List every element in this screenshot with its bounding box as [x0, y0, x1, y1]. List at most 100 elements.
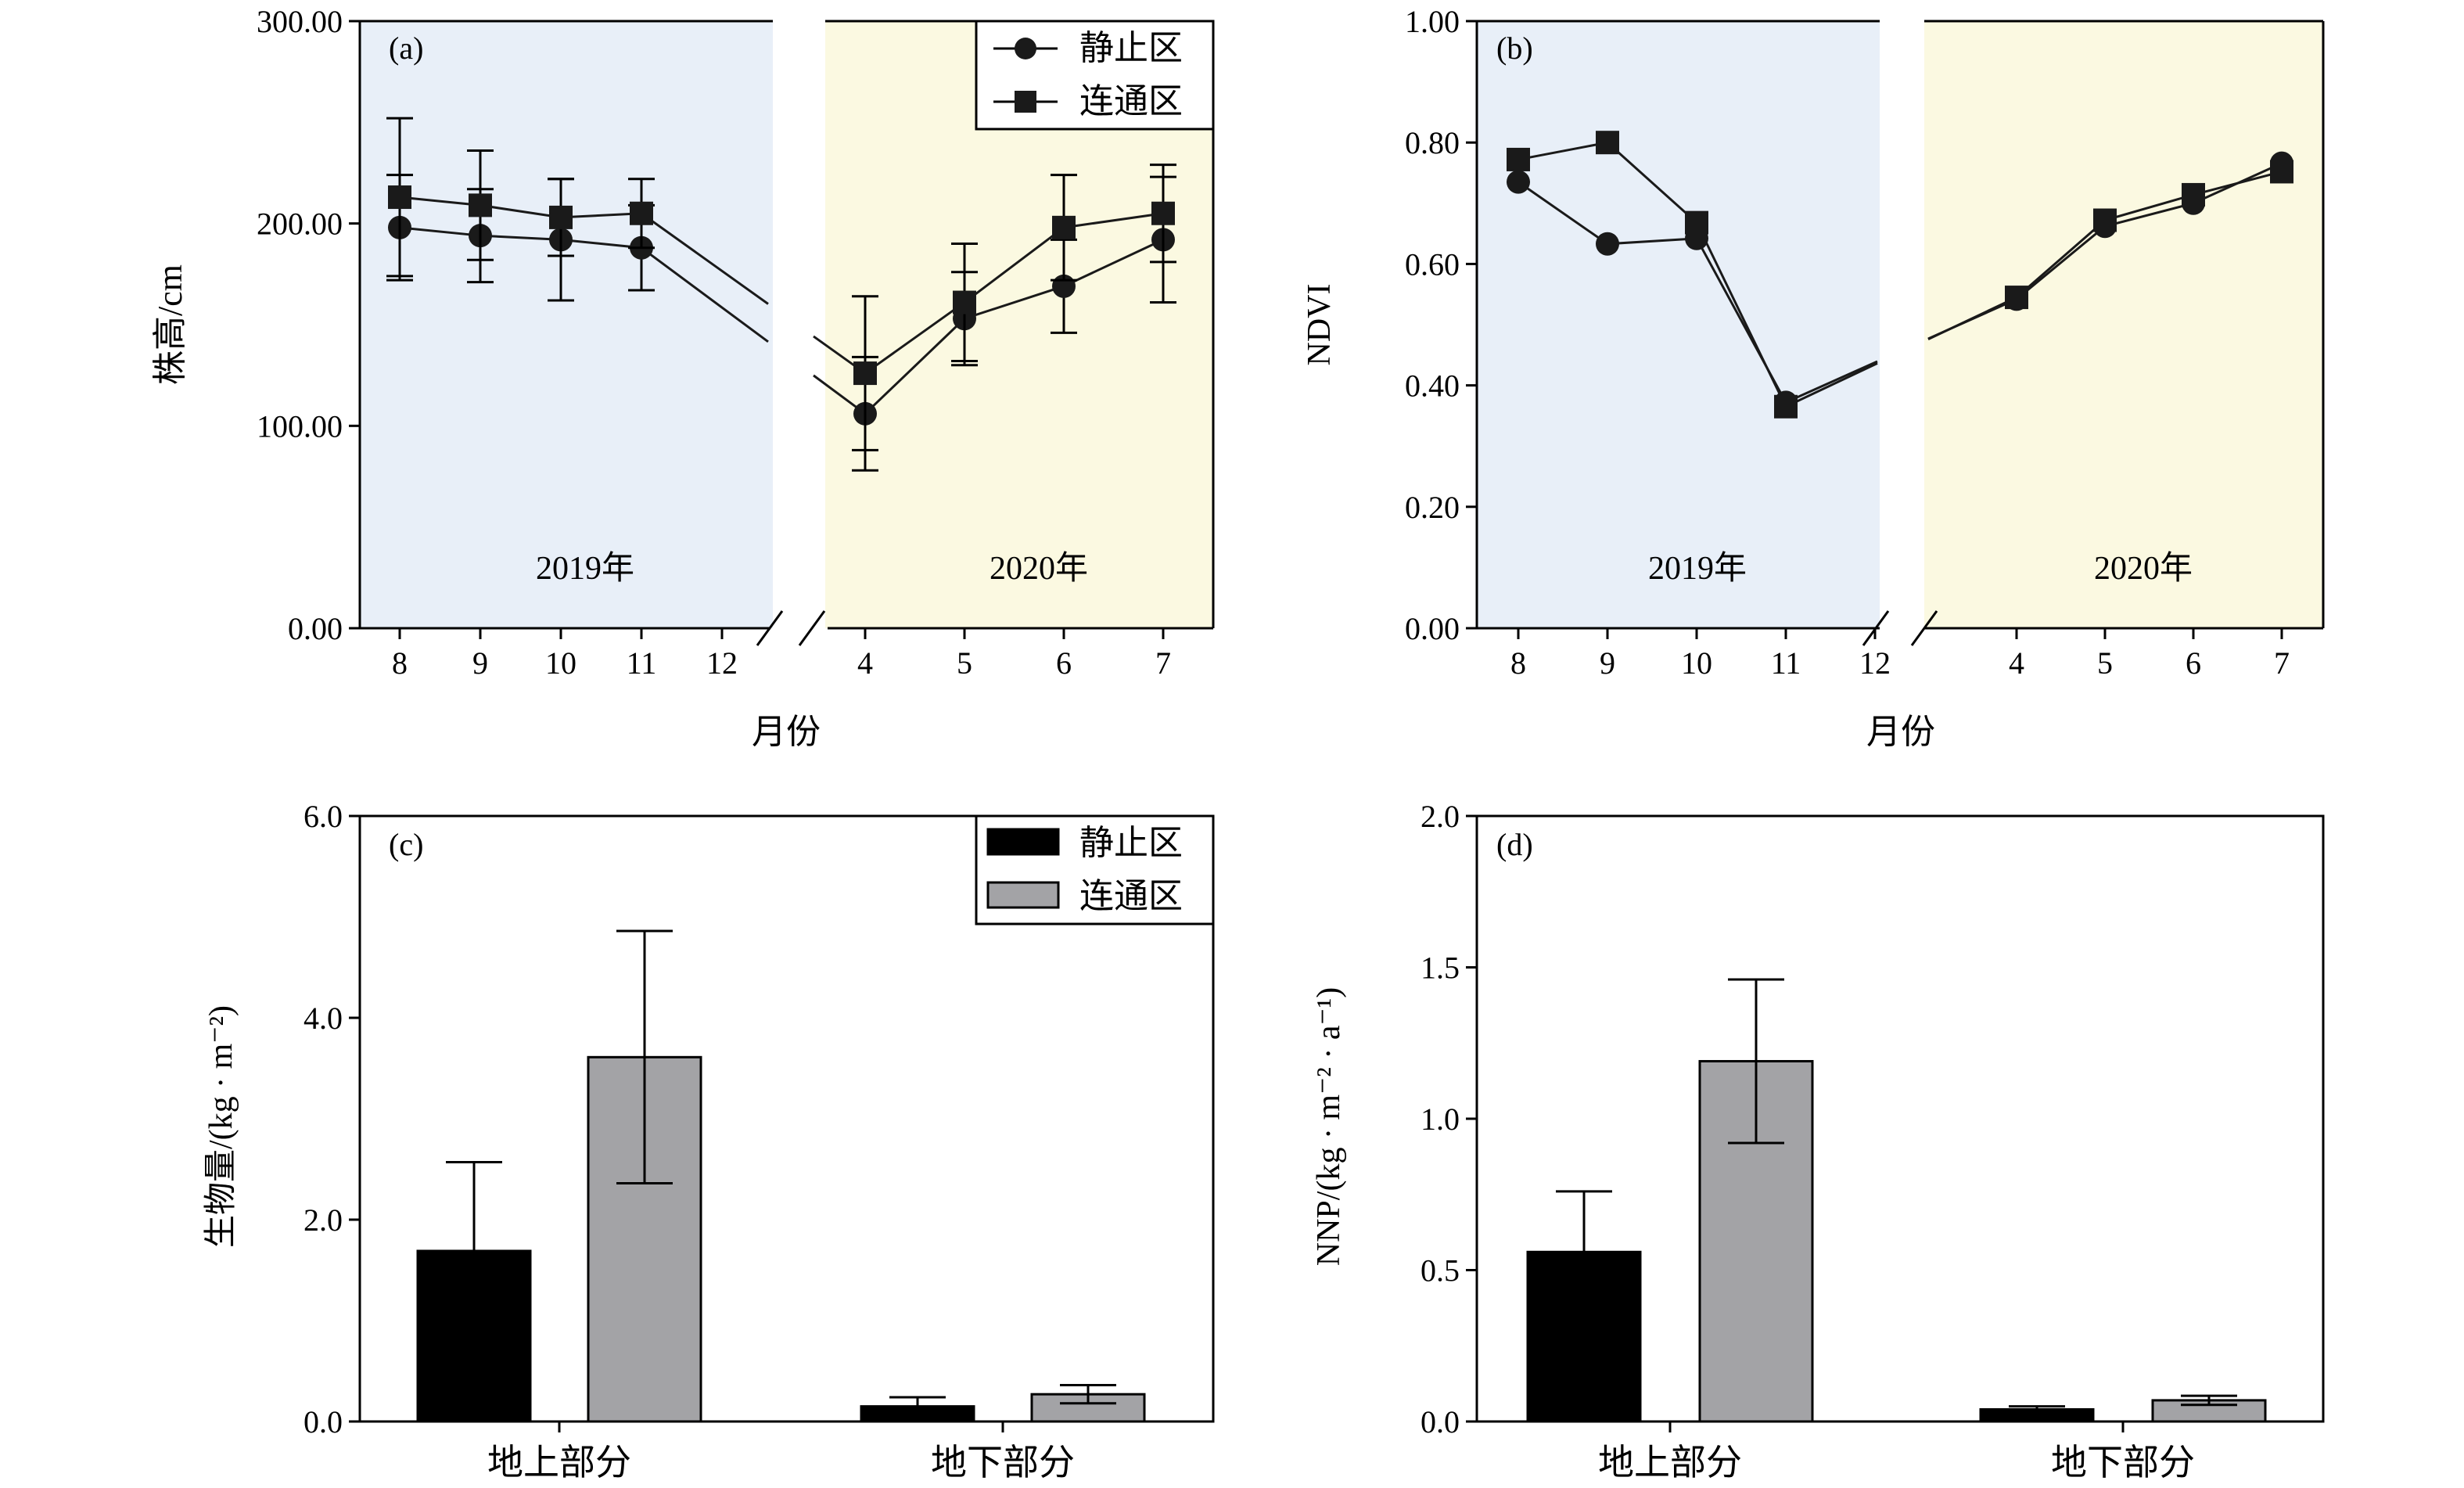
x-tick-label: 4 [857, 645, 873, 681]
x-tick-label: 11 [627, 645, 657, 681]
y-tick-label: 2.0 [304, 1202, 343, 1238]
data-point-liantong [2093, 208, 2117, 232]
y-tick-label: 6.0 [304, 799, 343, 834]
panel-b-y-axis-label: NDVI [1302, 284, 1338, 366]
panel-b-x-ticks: 8 9 10 11 12 4 5 6 7 [1510, 628, 2290, 681]
x-tick-label: 7 [1155, 645, 1171, 681]
data-point-liantong [2270, 160, 2293, 184]
panel-d-label: (d) [1496, 827, 1533, 862]
panel-c-legend: 静止区 连通区 [975, 814, 1215, 926]
panel-c-legend-label-liantong: 连通区 [1079, 877, 1183, 915]
x-tick-label: 10 [545, 645, 576, 681]
y-tick-label: 1.0 [1421, 1102, 1460, 1137]
data-point-liantong [630, 201, 653, 225]
panel-c-label: (c) [389, 827, 423, 862]
panel-b-bg-2020 [1924, 21, 2323, 628]
y-tick-label: 1.00 [1405, 4, 1460, 39]
x-tick-label: 11 [1771, 645, 1801, 681]
panel-c-legend-label-jingzhi: 静止区 [1079, 824, 1183, 862]
panel-c-y-ticks: 0.0 2.0 4.0 6.0 [304, 799, 360, 1439]
panel-b-backgrounds [1477, 21, 2323, 628]
data-point-liantong [388, 185, 411, 210]
y-tick-label: 0.60 [1405, 246, 1460, 282]
y-tick-label: 0.40 [1405, 368, 1460, 404]
panel-a-x-axis-label: 月份 [752, 713, 821, 751]
x-tick-label: 地上部分 [487, 1443, 631, 1483]
data-point-liantong [549, 205, 573, 229]
y-tick-label: 0.00 [288, 611, 343, 646]
y-tick-label: 2.0 [1421, 799, 1460, 834]
x-tick-label: 8 [1510, 645, 1526, 681]
x-tick-label: 12 [706, 645, 738, 681]
data-point-liantong [1151, 201, 1175, 225]
data-point-liantong [1507, 147, 1530, 171]
x-tick-label: 4 [2009, 645, 2024, 681]
panel-a-legend-marker-jingzhi [1015, 38, 1036, 59]
data-point-liantong [2182, 182, 2205, 207]
x-tick-label: 8 [392, 645, 408, 681]
data-point-liantong [2005, 286, 2028, 310]
y-tick-label: 200.00 [257, 207, 343, 242]
x-tick-label: 地下部分 [931, 1443, 1075, 1483]
panel-b-plot [1507, 131, 2293, 419]
data-point-liantong [1685, 210, 1708, 235]
panel-a-label: (a) [389, 31, 423, 66]
x-tick-label: 6 [2186, 645, 2201, 681]
panel-a-legend-label-jingzhi: 静止区 [1079, 29, 1183, 67]
data-point-jingzhi [1507, 170, 1530, 194]
x-tick-label: 7 [2274, 645, 2290, 681]
data-point-liantong [1596, 131, 1619, 155]
panel-b-x-axis-label: 月份 [1866, 713, 1935, 751]
panel-b: 0.00 0.20 0.40 0.60 0.80 1.00 8 9 10 11 12 4 5 6 7 (b… [1302, 4, 2325, 751]
panel-b-period-2020: 2020年 [2094, 550, 2193, 587]
panel-d: 0.0 0.5 1.0 1.5 2.0 地上部分 地下部分 (d) NNP/(kg · m… [1311, 799, 2325, 1483]
y-tick-label: 100.00 [257, 408, 343, 444]
panel-a-period-2019: 2019年 [536, 550, 634, 587]
x-tick-label: 12 [1859, 645, 1891, 681]
panel-c-legend-swatch-liantong [986, 881, 1060, 909]
panel-b-frame [1475, 20, 2325, 646]
panel-a-axis-break-left [756, 610, 784, 646]
panel-c-y-axis-label: 生物量/(kg · m⁻²) [203, 1005, 239, 1248]
panel-c-x-ticks: 地上部分 地下部分 [487, 1422, 1075, 1483]
data-point-liantong [853, 361, 877, 386]
data-point-liantong [953, 290, 976, 314]
data-point-liantong [1052, 215, 1076, 239]
panel-d-y-ticks: 0.0 0.5 1.0 1.5 2.0 [1421, 799, 1477, 1439]
data-point-liantong [1774, 394, 1798, 419]
x-tick-label: 地上部分 [1598, 1443, 1742, 1483]
panel-a-x-ticks: 8 9 10 11 12 4 5 6 7 [392, 628, 1171, 681]
x-tick-label: 5 [957, 645, 972, 681]
panel-a-y-ticks: 0.00 100.00 200.00 300.00 [257, 4, 360, 646]
panel-a-axis-break-right [798, 610, 826, 646]
panel-b-label: (b) [1496, 31, 1533, 66]
panel-c: 0.0 2.0 4.0 6.0 地上部分 地下部分 (c) 生物量/(kg · m⁻²)… [203, 799, 1215, 1483]
data-point-liantong [469, 193, 492, 217]
panel-d-y-axis-label: NNP/(kg · m⁻² · a⁻¹) [1311, 987, 1347, 1266]
y-tick-label: 300.00 [257, 4, 343, 39]
x-tick-label: 9 [472, 645, 488, 681]
panel-d-plot [1526, 978, 2267, 1423]
panel-c-plot [416, 929, 1146, 1423]
panel-b-y-ticks: 0.00 0.20 0.40 0.60 0.80 1.00 [1405, 4, 1477, 646]
panel-b-bg-2019 [1477, 21, 1880, 628]
panel-a-frame [358, 20, 1215, 646]
x-tick-label: 5 [2097, 645, 2113, 681]
panel-b-period-2019: 2019年 [1648, 550, 1747, 587]
panel-a-plot [386, 117, 1176, 472]
y-tick-label: 1.5 [1421, 951, 1460, 986]
panel-c-legend-swatch-jingzhi [986, 828, 1060, 856]
x-tick-label: 地下部分 [2051, 1443, 2195, 1483]
panel-a-legend: 静止区 连通区 [975, 20, 1215, 131]
panel-a-legend-marker-liantong [1015, 91, 1036, 113]
x-tick-label: 6 [1056, 645, 1072, 681]
x-tick-label: 10 [1681, 645, 1712, 681]
panel-c-frame [358, 814, 1215, 1423]
y-tick-label: 0.20 [1405, 490, 1460, 525]
y-tick-label: 0.80 [1405, 125, 1460, 160]
y-tick-label: 0.5 [1421, 1253, 1460, 1289]
y-tick-label: 0.0 [1421, 1404, 1460, 1439]
y-tick-label: 0.0 [304, 1404, 343, 1439]
panel-a-y-axis-label: 株高/cm [151, 264, 189, 385]
